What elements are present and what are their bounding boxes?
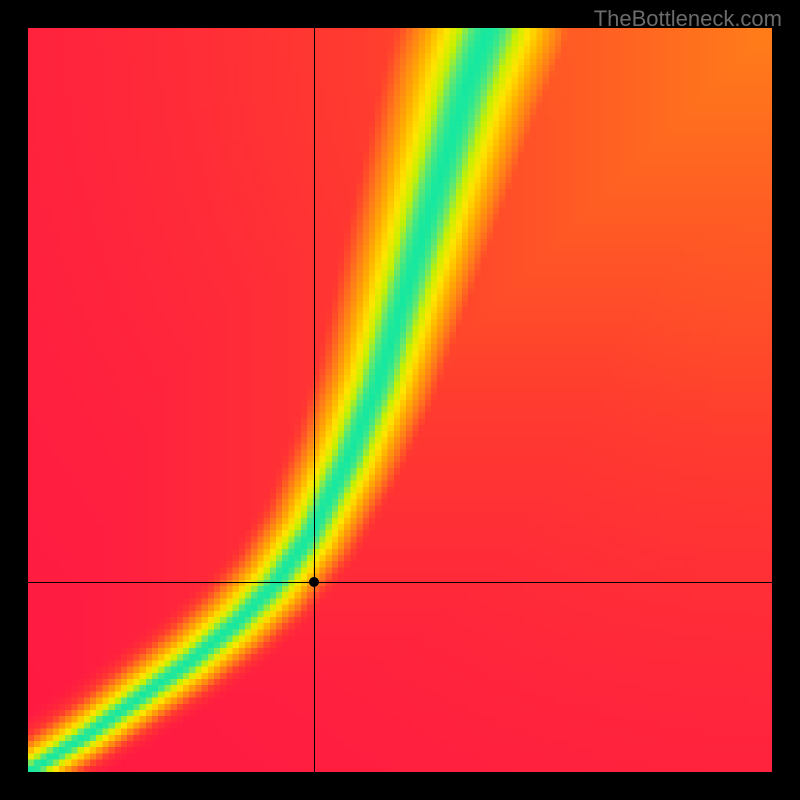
watermark-text: TheBottleneck.com	[594, 6, 782, 32]
heatmap-canvas	[28, 28, 772, 772]
crosshair-marker	[309, 577, 319, 587]
heatmap-plot	[28, 28, 772, 772]
crosshair-horizontal	[28, 582, 772, 583]
crosshair-vertical	[314, 28, 315, 772]
